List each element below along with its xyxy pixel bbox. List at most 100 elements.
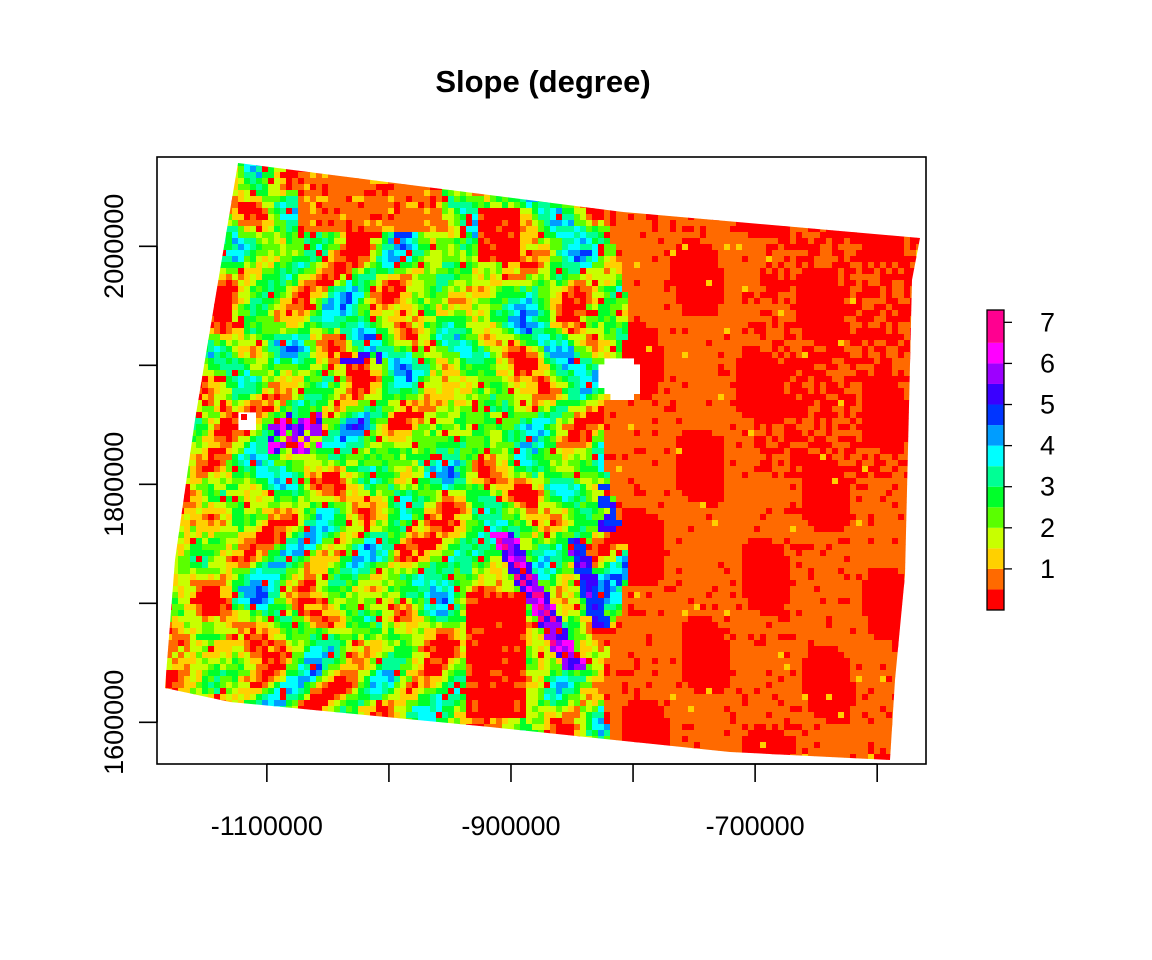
raster-cell (904, 382, 911, 389)
raster-cell (418, 184, 425, 191)
raster-cell (646, 346, 653, 353)
raster-cell (784, 166, 791, 173)
raster-cell (760, 310, 767, 317)
raster-cell (850, 334, 857, 341)
raster-cell (448, 358, 455, 365)
raster-cell (844, 304, 851, 311)
raster-cell (688, 238, 695, 245)
raster-cell (418, 316, 425, 323)
raster-cell (868, 244, 875, 251)
raster-cell (394, 376, 401, 383)
raster-cell (166, 238, 173, 245)
raster-cell (304, 250, 311, 257)
raster-cell (640, 340, 647, 347)
raster-cell (202, 358, 209, 365)
raster-cell (478, 163, 485, 167)
raster-cell (880, 202, 887, 209)
raster-cell (328, 280, 335, 287)
raster-cell (166, 328, 173, 335)
raster-cell (856, 316, 863, 323)
raster-cell (790, 178, 797, 185)
raster-cell (814, 292, 821, 299)
raster-cell (454, 322, 461, 329)
raster-cell (814, 328, 821, 335)
raster-cell (178, 166, 185, 173)
raster-cell (340, 334, 347, 341)
raster-cell (388, 208, 395, 215)
raster-cell (574, 280, 581, 287)
raster-cell (292, 316, 299, 323)
raster-cell (310, 298, 317, 305)
raster-cell (826, 232, 833, 239)
raster-cell (184, 172, 191, 179)
raster-cell (586, 208, 593, 215)
raster-cell (256, 280, 263, 287)
raster-cell (592, 346, 599, 353)
raster-cell (508, 214, 515, 221)
raster-cell (724, 172, 731, 179)
raster-cell (754, 196, 761, 203)
raster-cell (574, 262, 581, 269)
raster-cell (196, 376, 203, 383)
raster-cell (394, 394, 401, 401)
raster-cell (796, 166, 803, 173)
raster-cell (634, 316, 641, 323)
raster-cell (448, 196, 455, 203)
raster-cell (202, 310, 209, 317)
raster-cell (442, 376, 449, 383)
raster-cell (478, 268, 485, 275)
raster-cell (382, 256, 389, 263)
raster-cell (844, 256, 851, 263)
raster-cell (322, 286, 329, 293)
raster-cell (520, 358, 527, 365)
raster-cell (310, 220, 317, 227)
raster-cell (700, 238, 707, 245)
raster-cell (232, 304, 239, 311)
raster-cell (370, 304, 377, 311)
raster-cell (460, 172, 467, 179)
raster-cell (214, 292, 221, 299)
raster-cell (508, 190, 515, 197)
raster-cell (496, 250, 503, 257)
raster-cell (208, 322, 215, 329)
raster-cell (460, 202, 467, 209)
raster-cell (238, 256, 245, 263)
raster-cell (724, 226, 731, 233)
raster-cell (340, 232, 347, 239)
raster-cell (808, 316, 815, 323)
raster-cell (292, 298, 299, 305)
raster-cell (676, 388, 683, 395)
raster-cell (796, 316, 803, 323)
raster-cell (520, 262, 527, 269)
raster-cell (910, 244, 917, 251)
raster-cell (562, 286, 569, 293)
raster-cell (706, 286, 713, 293)
raster-cell (904, 163, 911, 167)
raster-cell (706, 184, 713, 191)
raster-cell (538, 298, 545, 305)
raster-cell (472, 304, 479, 311)
raster-cell (892, 238, 899, 245)
raster-cell (262, 286, 269, 293)
raster-cell (316, 163, 323, 167)
raster-cell (598, 358, 605, 365)
raster-cell (220, 286, 227, 293)
raster-cell (688, 232, 695, 239)
raster-cell (682, 310, 689, 317)
raster-cell (682, 226, 689, 233)
raster-cell (184, 220, 191, 227)
raster-cell (694, 208, 701, 215)
raster-cell (538, 220, 545, 227)
raster-cell (472, 340, 479, 347)
raster-cell (892, 316, 899, 323)
raster-cell (682, 178, 689, 185)
raster-cell (244, 166, 251, 173)
raster-cell (532, 370, 539, 377)
raster-cell (208, 220, 215, 227)
raster-cell (436, 208, 443, 215)
raster-cell (772, 238, 779, 245)
raster-cell (742, 340, 749, 347)
raster-cell (280, 376, 287, 383)
raster-cell (616, 238, 623, 245)
raster-cell (478, 334, 485, 341)
